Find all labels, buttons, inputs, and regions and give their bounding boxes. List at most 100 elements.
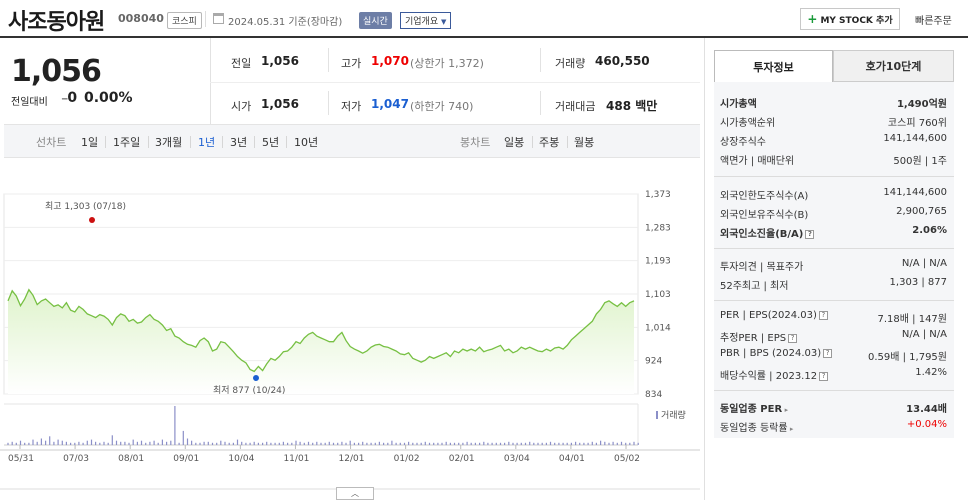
volume-bar (36, 441, 38, 446)
volume-bar (70, 442, 72, 445)
help-icon[interactable]: ? (805, 229, 815, 239)
info-row-label[interactable]: 추정PER | EPS? (720, 329, 798, 344)
info-label-text: 액면가 | 매매단위 (720, 156, 795, 167)
price-chart[interactable]: 05/31 07/03 08/01 09/01 10/04 11/01 12/01 01/02… (0, 160, 700, 500)
volume-bar (19, 440, 22, 445)
candle-daily[interactable]: 일봉 (504, 136, 525, 149)
volume-bar (186, 438, 189, 445)
volume-bar (195, 442, 197, 445)
info-row-value: 141,144,600 (883, 187, 947, 198)
help-icon[interactable]: ? (818, 310, 828, 320)
min-price-marker (253, 375, 259, 382)
volume-bar (170, 440, 172, 445)
price-line (7, 288, 635, 373)
realtime-badge[interactable]: 실시간 (359, 12, 392, 29)
period-1d[interactable]: 1일 (81, 136, 99, 149)
candle-weekly[interactable]: 주봉 (539, 136, 560, 149)
x-tick-label: 03/04 (504, 454, 530, 464)
max-price-marker (89, 216, 95, 223)
volume-bar (103, 441, 105, 446)
volume-bar (232, 442, 234, 445)
volume-bar (166, 441, 168, 446)
caret-down-icon: ▼ (441, 18, 447, 26)
volume-bar (120, 441, 122, 446)
info-label-text: 시가총액순위 (720, 118, 776, 129)
collapse-chart-button[interactable]: ︿ (336, 487, 374, 500)
info-row-label[interactable]: PER | EPS(2024.03)? (720, 310, 828, 321)
volume-bar (278, 442, 280, 445)
x-tick-label: 01/02 (394, 454, 420, 464)
change-label: 전일대비 (11, 97, 48, 108)
volume-bar (345, 442, 347, 445)
help-icon[interactable]: ? (819, 371, 829, 381)
period-3m[interactable]: 3개월 (155, 136, 183, 149)
volume-bar (11, 441, 13, 446)
volume-bar (570, 442, 572, 445)
info-row-label: 외국인보유주식수(B) (720, 206, 808, 221)
volume-bar (374, 442, 376, 445)
info-row-value: 1,490억원 (896, 99, 947, 110)
info-label-text: 외국인한도주식수(A) (720, 191, 809, 202)
volume-bar (575, 441, 577, 446)
price-date: 2024.05.31 기준(장마감) (228, 17, 343, 28)
info-row-label[interactable]: 동일업종 PER ▸ (720, 400, 788, 415)
period-1y[interactable]: 1년 (198, 136, 216, 149)
info-label-text: 시가총액 (720, 99, 757, 110)
stock-code: 008040 (118, 12, 164, 25)
trade-amount-label: 거래대금 (555, 100, 596, 113)
candle-chart-label[interactable]: 봉차트 (460, 136, 491, 149)
volume-bar (508, 441, 510, 446)
period-1w[interactable]: 1주일 (113, 136, 141, 149)
period-10y[interactable]: 10년 (294, 136, 319, 149)
help-icon[interactable]: ? (823, 348, 833, 358)
volume-bar (32, 439, 34, 445)
info-row-label: 상장주식수 (720, 133, 766, 148)
volume-bar (608, 442, 610, 445)
volume-bar (554, 442, 556, 445)
stock-name: 사조동아원 (8, 10, 105, 35)
info-row-label: 시가총액 (720, 95, 757, 110)
company-overview-label: 기업개요 (405, 17, 439, 27)
header-divider (205, 11, 206, 27)
period-3y[interactable]: 3년 (230, 136, 248, 149)
info-section-divider (714, 176, 954, 177)
change-value-number: 0 (67, 90, 78, 106)
line-chart-label[interactable]: 선차트 (36, 136, 67, 149)
company-overview-dropdown[interactable]: 기업개요 ▼ (400, 12, 452, 29)
volume-bar (115, 440, 118, 445)
quick-order-link[interactable]: 빠른주문 (915, 16, 952, 27)
volume-legend-swatch (656, 411, 658, 419)
tab-order-book[interactable]: 호가10단계 (833, 50, 954, 82)
volume-bar (458, 442, 460, 445)
upper-limit: (상한가 1,372) (410, 57, 484, 70)
volume-bar (420, 442, 422, 445)
info-label-text: 상장주식수 (720, 137, 766, 148)
volume-bar (370, 442, 372, 445)
info-row-label[interactable]: PBR | BPS (2024.03)? (720, 348, 833, 359)
info-row-label[interactable]: 동일업종 등락률 ▸ (720, 419, 793, 434)
volume-bar (86, 440, 88, 445)
candle-monthly[interactable]: 월봉 (574, 136, 595, 149)
tab-investment-info[interactable]: 투자정보 (714, 50, 833, 82)
header-underline (0, 36, 968, 38)
stats-divider (540, 91, 541, 115)
info-row-value: 7.18배 | 147원 (877, 314, 947, 325)
info-row-label[interactable]: 배당수익률 | 2023.12? (720, 367, 829, 382)
volume-bar (178, 442, 180, 445)
min-price-label: 최저 877 (10/24) (213, 385, 285, 396)
price-area-fill (8, 289, 634, 394)
volume-bar (416, 442, 418, 445)
help-icon[interactable]: ? (788, 333, 798, 343)
volume-bar (499, 442, 502, 445)
volume-bar (24, 442, 26, 445)
volume-bar (549, 441, 552, 446)
volume-bar (629, 442, 631, 445)
y-tick-label: 1,373 (645, 190, 671, 200)
volume-bar (149, 441, 151, 446)
volume-value: 460,550 (595, 54, 650, 68)
y-tick-label: 924 (645, 357, 662, 367)
info-row-label[interactable]: 외국인소진율(B/A)? (720, 225, 815, 240)
add-my-stock-button[interactable]: + MY STOCK 추가 (800, 8, 900, 30)
change-value: ━0 (62, 90, 78, 106)
period-5y[interactable]: 5년 (262, 136, 280, 149)
